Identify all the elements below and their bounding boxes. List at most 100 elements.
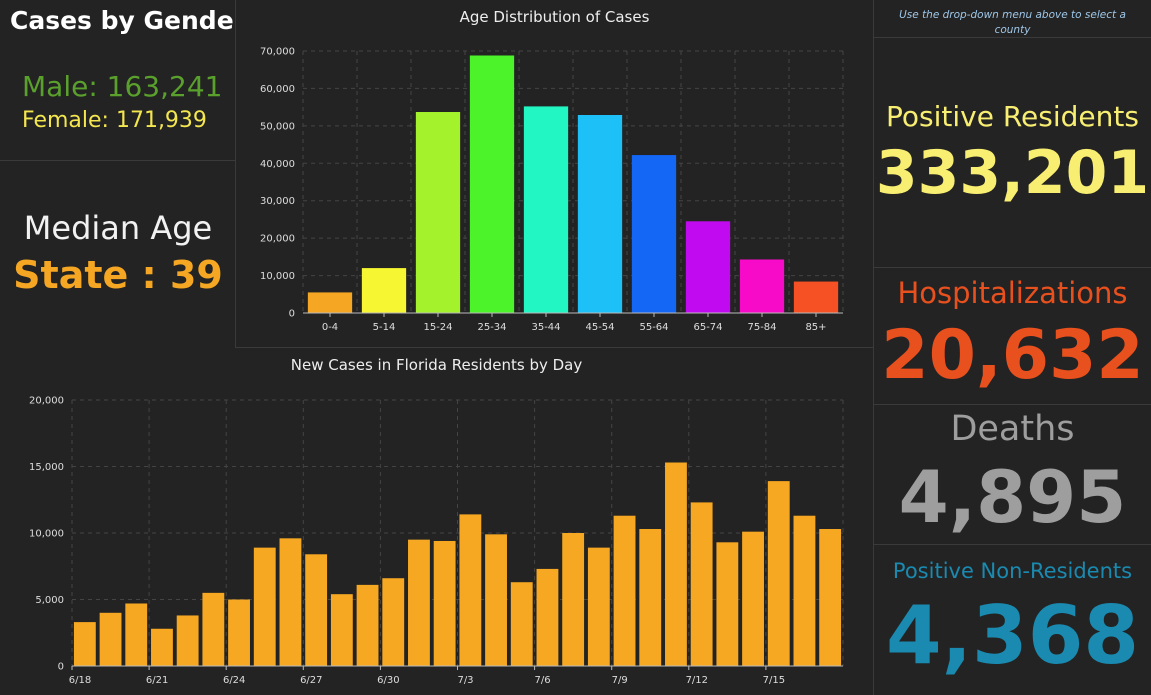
bar-7/15 xyxy=(767,481,790,666)
y-tick-label: 30,000 xyxy=(260,196,295,207)
bar-25-34 xyxy=(469,55,515,314)
bar-35-44 xyxy=(523,106,569,313)
bar-15-24 xyxy=(415,112,461,313)
x-tick-label: 7/9 xyxy=(612,675,628,686)
bar-7/13 xyxy=(716,542,739,666)
bar-6/18 xyxy=(73,622,96,666)
female-count: Female: 171,939 xyxy=(22,108,207,133)
y-tick-label: 10,000 xyxy=(29,529,64,540)
non-residents-label: Positive Non-Residents xyxy=(892,559,1133,583)
bar-6/24 xyxy=(228,599,250,666)
bar-6/30 xyxy=(382,578,405,666)
x-tick-label: 6/21 xyxy=(146,675,168,686)
x-tick-label: 6/24 xyxy=(223,675,245,686)
bar-65-74 xyxy=(685,221,731,313)
bar-7/7 xyxy=(562,533,585,666)
x-tick-label: 65-74 xyxy=(693,322,722,333)
x-tick-label: 85+ xyxy=(805,322,826,333)
y-tick-label: 0 xyxy=(289,309,295,320)
bar-7/11 xyxy=(665,462,687,666)
gender-title: Cases by Gender xyxy=(10,6,236,35)
daily-cases-chart: 0 5,000 10,000 15,000 20,000 6/18 6/21 6/24 6/27… xyxy=(29,396,844,686)
y-tick-label: 0 xyxy=(58,662,64,673)
bar-6/26 xyxy=(279,538,302,666)
hospitalizations-value: 20,632 xyxy=(881,316,1144,395)
x-tick-label: 6/30 xyxy=(377,675,399,686)
hospitalizations-label: Hospitalizations xyxy=(897,276,1128,310)
daily-cases-panel: New Cases in Florida Residents by Day 0 5… xyxy=(0,348,873,695)
bar-6/28 xyxy=(330,594,353,666)
y-tick-label: 60,000 xyxy=(260,84,295,95)
positive-residents-label: Positive Residents xyxy=(886,100,1139,133)
bar-7/2 xyxy=(433,540,456,666)
bar-85+ xyxy=(793,281,839,313)
county-select-note: Use the drop-down menu above to select a… xyxy=(873,0,1151,38)
daily-chart-title: New Cases in Florida Residents by Day xyxy=(290,356,583,374)
bar-5-14 xyxy=(361,268,407,313)
positive-residents-panel: Positive Residents 333,201 xyxy=(873,38,1151,268)
bar-6/25 xyxy=(253,547,276,666)
x-tick-label: 0-4 xyxy=(322,322,338,333)
bar-7/3 xyxy=(459,514,482,666)
bar-6/19 xyxy=(99,612,122,666)
age-distribution-chart: 0 10,000 20,000 30,000 40,000 50,000 60,000 70,… xyxy=(260,47,844,333)
x-tick-label: 5-14 xyxy=(373,322,396,333)
bar-7/14 xyxy=(742,531,764,666)
bar-7/8 xyxy=(587,547,610,666)
deaths-panel: Deaths 4,895 xyxy=(873,405,1151,545)
deaths-label: Deaths xyxy=(950,409,1075,449)
bar-6/22 xyxy=(176,615,199,666)
y-tick-label: 40,000 xyxy=(260,159,295,170)
y-tick-label: 20,000 xyxy=(260,234,295,245)
male-count: Male: 163,241 xyxy=(22,70,223,103)
median-age-title: Median Age xyxy=(23,209,213,247)
x-tick-label: 75-84 xyxy=(747,322,776,333)
bar-6/27 xyxy=(305,554,328,666)
bar-6/29 xyxy=(356,584,379,666)
y-tick-label: 10,000 xyxy=(260,271,295,282)
x-tick-label: 7/12 xyxy=(686,675,708,686)
bar-7/17 xyxy=(819,529,842,666)
x-tick-label: 7/3 xyxy=(457,675,473,686)
bar-6/20 xyxy=(125,603,148,666)
age-distribution-panel: Age Distribution of Cases 0 10,000 20,000 3… xyxy=(236,0,873,348)
y-tick-label: 70,000 xyxy=(260,47,295,58)
bar-6/23 xyxy=(202,592,225,666)
bar-7/1 xyxy=(408,539,430,666)
x-tick-label: 25-34 xyxy=(477,322,506,333)
bar-75-84 xyxy=(739,259,785,313)
bar-7/10 xyxy=(639,529,662,666)
bar-6/21 xyxy=(151,628,173,666)
non-residents-value: 4,368 xyxy=(885,589,1140,682)
x-tick-label: 15-24 xyxy=(423,322,452,333)
age-chart-title: Age Distribution of Cases xyxy=(459,8,650,26)
x-tick-label: 45-54 xyxy=(585,322,614,333)
note-text: Use the drop-down menu above to select a… xyxy=(899,9,1126,36)
x-tick-label: 6/18 xyxy=(69,675,91,686)
bar-55-64 xyxy=(631,155,677,313)
x-tick-label: 35-44 xyxy=(531,322,560,333)
x-tick-label: 55-64 xyxy=(639,322,668,333)
non-residents-panel: Positive Non-Residents 4,368 xyxy=(873,545,1151,695)
y-tick-label: 50,000 xyxy=(260,121,295,132)
bar-45-54 xyxy=(577,115,623,313)
hospitalizations-panel: Hospitalizations 20,632 xyxy=(873,268,1151,405)
bar-7/12 xyxy=(690,502,713,666)
bar-7/9 xyxy=(613,515,636,666)
y-tick-label: 5,000 xyxy=(35,595,64,606)
x-tick-label: 6/27 xyxy=(300,675,322,686)
bar-7/16 xyxy=(793,515,816,666)
x-tick-label: 7/15 xyxy=(763,675,785,686)
bar-0-4 xyxy=(307,292,353,313)
median-age-panel: Median Age State : 39 xyxy=(0,161,236,348)
y-tick-label: 15,000 xyxy=(29,462,64,473)
bar-7/4 xyxy=(485,534,507,666)
bar-7/6 xyxy=(536,568,559,666)
median-age-value: State : 39 xyxy=(13,253,223,297)
x-tick-label: 7/6 xyxy=(535,675,551,686)
positive-residents-value: 333,201 xyxy=(875,138,1150,208)
deaths-value: 4,895 xyxy=(898,455,1127,539)
bar-7/5 xyxy=(510,582,533,666)
gender-panel: Cases by Gender Male: 163,241 Female: 17… xyxy=(0,0,236,161)
y-tick-label: 20,000 xyxy=(29,396,64,407)
